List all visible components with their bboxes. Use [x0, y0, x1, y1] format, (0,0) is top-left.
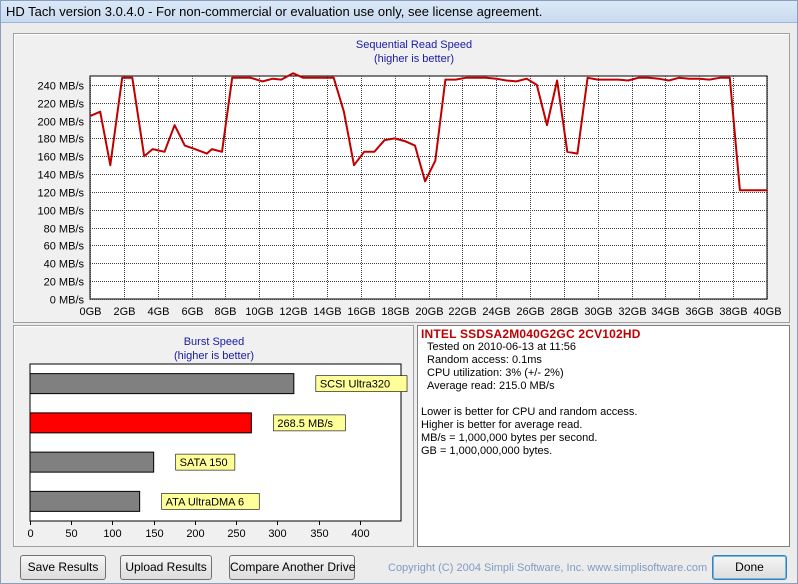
done-label: Done — [735, 560, 764, 574]
x-tick-label: 4GB — [147, 306, 169, 318]
burst-label-box — [315, 375, 408, 392]
x-tick-label: 14GB — [313, 306, 341, 318]
results-info-panel: INTEL SSDSA2M040G2GC 2CV102HD Tested on … — [417, 325, 790, 547]
burst-x-tick-label: 250 — [227, 528, 245, 540]
note-cpu: Lower is better for CPU and random acces… — [421, 406, 638, 418]
upload-results-label: Upload Results — [125, 560, 207, 574]
y-tick-label: 60 MB/s — [44, 241, 85, 253]
note-average: Higher is better for average read. — [421, 419, 583, 431]
y-tick-label: 160 MB/s — [38, 152, 85, 164]
save-results-label: Save Results — [27, 560, 99, 574]
compare-another-drive-button[interactable]: Compare Another Drive — [229, 555, 355, 580]
x-tick-label: 22GB — [448, 306, 476, 318]
save-results-button[interactable]: Save Results — [20, 555, 106, 580]
sequential-title: Sequential Read Speed — [355, 39, 473, 51]
x-tick-label: 8GB — [214, 306, 236, 318]
x-tick-label: 12GB — [279, 306, 307, 318]
x-tick-label: 34GB — [651, 306, 679, 318]
burst-bar-label: 268.5 MB/s — [277, 418, 333, 430]
x-tick-label: 26GB — [516, 306, 544, 318]
burst-subtitle: (higher is better) — [173, 350, 255, 362]
burst-label-box — [161, 493, 260, 510]
sequential-read-chart: 0 MB/s 20 MB/s 40 MB/s 60 MB/s 80 MB/s 100 MB… — [38, 72, 782, 318]
y-tick-label: 120 MB/s — [38, 188, 85, 200]
average-read-text: Average read: 215.0 MB/s — [427, 380, 555, 392]
x-tick-label: 0GB — [79, 306, 101, 318]
window-title: HD Tach version 3.0.4.0 - For non-commer… — [6, 4, 543, 19]
y-tick-label: 20 MB/s — [44, 277, 85, 289]
burst-bar-label: ATA UltraDMA 6 — [166, 496, 244, 508]
y-tick-label: 0 MB/s — [50, 295, 85, 307]
burst-x-tick-label: 200 — [186, 528, 204, 540]
tested-on-text: Tested on 2010-06-13 at 11:56 — [427, 341, 577, 353]
y-tick-label: 180 MB/s — [38, 134, 85, 146]
burst-x-tick-label: 400 — [351, 528, 369, 540]
x-tick-label: 18GB — [381, 306, 409, 318]
spacer — [421, 393, 787, 406]
burst-label-box — [273, 414, 346, 432]
burst-speed-panel: Burst Speed (higher is better) SCSI Ultr… — [13, 325, 414, 547]
burst-chart-title: Burst Speed (higher is better) — [114, 335, 314, 363]
burst-x-tick-label: 350 — [310, 528, 328, 540]
burst-x-tick-label: 100 — [103, 528, 121, 540]
drive-name: INTEL SSDSA2M040G2GC 2CV102HD — [421, 327, 641, 341]
burst-x-tick-label: 0 — [27, 528, 33, 540]
burst-bar — [29, 373, 295, 395]
burst-bar — [29, 451, 155, 473]
burst-bar-label: SATA 150 — [180, 457, 228, 469]
x-tick-label: 30GB — [584, 306, 612, 318]
burst-label-box — [175, 453, 236, 471]
x-tick-label: 32GB — [618, 306, 646, 318]
x-tick-label: 24GB — [482, 306, 510, 318]
burst-bar-label: SCSI Ultra320 — [320, 379, 390, 391]
x-tick-label: 40GB — [753, 306, 781, 318]
burst-x-tick-label: 150 — [145, 528, 163, 540]
y-tick-label: 100 MB/s — [38, 206, 85, 218]
x-tick-label: 16GB — [347, 306, 375, 318]
y-tick-label: 240 MB/s — [38, 81, 85, 93]
done-button[interactable]: Done — [712, 555, 787, 580]
burst-bar — [29, 412, 252, 434]
y-tick-label: 200 MB/s — [38, 117, 85, 129]
plot-area — [89, 75, 768, 300]
sequential-read-panel: Sequential Read Speed (higher is better)… — [13, 33, 790, 323]
sequential-subtitle: (higher is better) — [373, 53, 455, 65]
y-tick-label: 140 MB/s — [38, 170, 85, 182]
burst-x-tick-label: 300 — [268, 528, 286, 540]
random-access-text: Random access: 0.1ms — [427, 354, 542, 366]
x-tick-label: 2GB — [113, 306, 135, 318]
x-tick-label: 20GB — [415, 306, 443, 318]
copyright-link[interactable]: Copyright (C) 2004 Simpli Software, Inc.… — [388, 562, 708, 574]
x-tick-label: 10GB — [245, 306, 273, 318]
burst-x-tick-label: 50 — [65, 528, 77, 540]
x-tick-label: 28GB — [550, 306, 578, 318]
x-tick-label: 6GB — [181, 306, 203, 318]
upload-results-button[interactable]: Upload Results — [120, 555, 212, 580]
burst-bar — [29, 490, 141, 512]
y-tick-label: 220 MB/s — [38, 99, 85, 111]
y-tick-label: 80 MB/s — [44, 224, 85, 236]
x-tick-label: 36GB — [685, 306, 713, 318]
read-speed-line — [89, 72, 767, 192]
y-tick-label: 40 MB/s — [44, 259, 85, 271]
title-bar[interactable]: HD Tach version 3.0.4.0 - For non-commer… — [1, 1, 797, 23]
note-gb: GB = 1,000,000,000 bytes. — [421, 445, 553, 457]
sequential-chart-title: Sequential Read Speed (higher is better) — [314, 38, 514, 66]
compare-drive-label: Compare Another Drive — [230, 560, 356, 574]
burst-speed-chart: SCSI Ultra320 268.5 MB/s SATA 150 ATA Ultra… — [27, 363, 408, 540]
results-text: INTEL SSDSA2M040G2GC 2CV102HD Tested on … — [421, 328, 787, 458]
note-mbs: MB/s = 1,000,000 bytes per second. — [421, 432, 598, 444]
x-tick-label: 38GB — [719, 306, 747, 318]
cpu-utilization-text: CPU utilization: 3% (+/- 2%) — [427, 367, 564, 379]
burst-title: Burst Speed — [183, 336, 245, 348]
